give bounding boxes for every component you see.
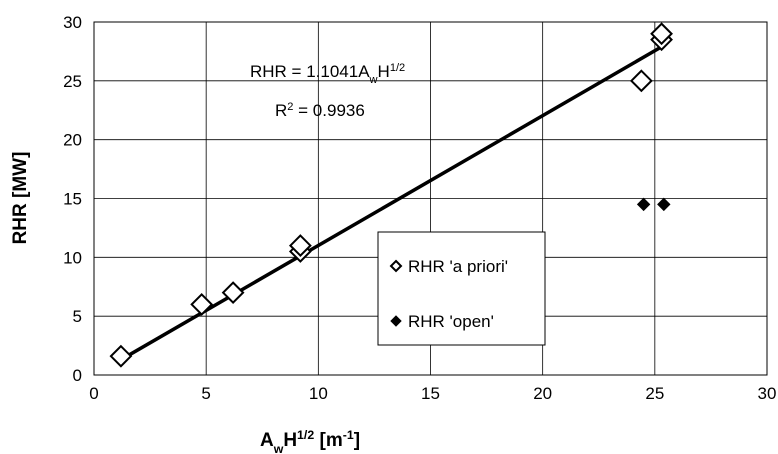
x-tick-label: 0 bbox=[89, 384, 98, 403]
y-tick-label: 15 bbox=[63, 190, 82, 209]
data-point bbox=[636, 197, 651, 212]
r-squared-part: = 0.9936 bbox=[293, 101, 364, 120]
trendline bbox=[120, 44, 665, 362]
trend-equation-part: RHR = 1.1041A bbox=[250, 62, 370, 81]
x-axis-title-part: 1/2 bbox=[297, 428, 314, 442]
r-squared-part: R bbox=[275, 101, 287, 120]
y-axis-title: RHR [MW] bbox=[10, 152, 31, 245]
x-tick-label: 30 bbox=[758, 384, 777, 403]
x-axis-title-part: [m bbox=[314, 430, 343, 451]
legend-marker bbox=[389, 259, 403, 273]
y-tick-label: 10 bbox=[63, 248, 82, 267]
data-point bbox=[288, 234, 312, 257]
plot-frame bbox=[93, 21, 768, 376]
x-tick-label: 10 bbox=[309, 384, 328, 403]
legend-marker bbox=[390, 315, 402, 327]
x-axis-title: AwH1/2 [m-1] bbox=[260, 428, 360, 454]
y-tick-label: 30 bbox=[63, 13, 82, 32]
data-point bbox=[629, 69, 653, 93]
x-tick-label: 5 bbox=[201, 384, 210, 403]
y-tick-label: 25 bbox=[63, 72, 82, 91]
data-point bbox=[657, 197, 671, 212]
x-axis-title-part: w bbox=[273, 442, 284, 454]
x-axis-title-part: H bbox=[283, 430, 297, 451]
y-tick-label: 5 bbox=[73, 307, 82, 326]
r-squared: R2 = 0.9936 bbox=[275, 101, 365, 120]
x-tick-label: 15 bbox=[421, 384, 440, 403]
x-axis-title-part: ] bbox=[354, 430, 360, 451]
x-axis-title-part: -1 bbox=[343, 428, 354, 442]
legend-box bbox=[377, 231, 546, 346]
legend-label: RHR 'open' bbox=[408, 312, 494, 331]
data-point bbox=[221, 281, 245, 305]
y-tick-label: 20 bbox=[63, 131, 82, 150]
data-point bbox=[650, 22, 673, 46]
x-axis-title-part: A bbox=[260, 430, 274, 451]
data-point bbox=[109, 344, 133, 368]
data-point bbox=[190, 292, 214, 316]
trend-equation-part: 1/2 bbox=[390, 62, 405, 74]
x-tick-label: 25 bbox=[645, 384, 664, 403]
legend-label: RHR 'a priori' bbox=[408, 257, 508, 276]
y-tick-label: 0 bbox=[73, 366, 82, 385]
x-tick-label: 20 bbox=[533, 384, 552, 403]
trend-equation: RHR = 1.1041AwH1/2 bbox=[250, 62, 405, 86]
r-squared-part: 2 bbox=[287, 101, 293, 113]
trend-equation-part: H bbox=[378, 62, 390, 81]
trend-equation-part: w bbox=[369, 74, 378, 86]
